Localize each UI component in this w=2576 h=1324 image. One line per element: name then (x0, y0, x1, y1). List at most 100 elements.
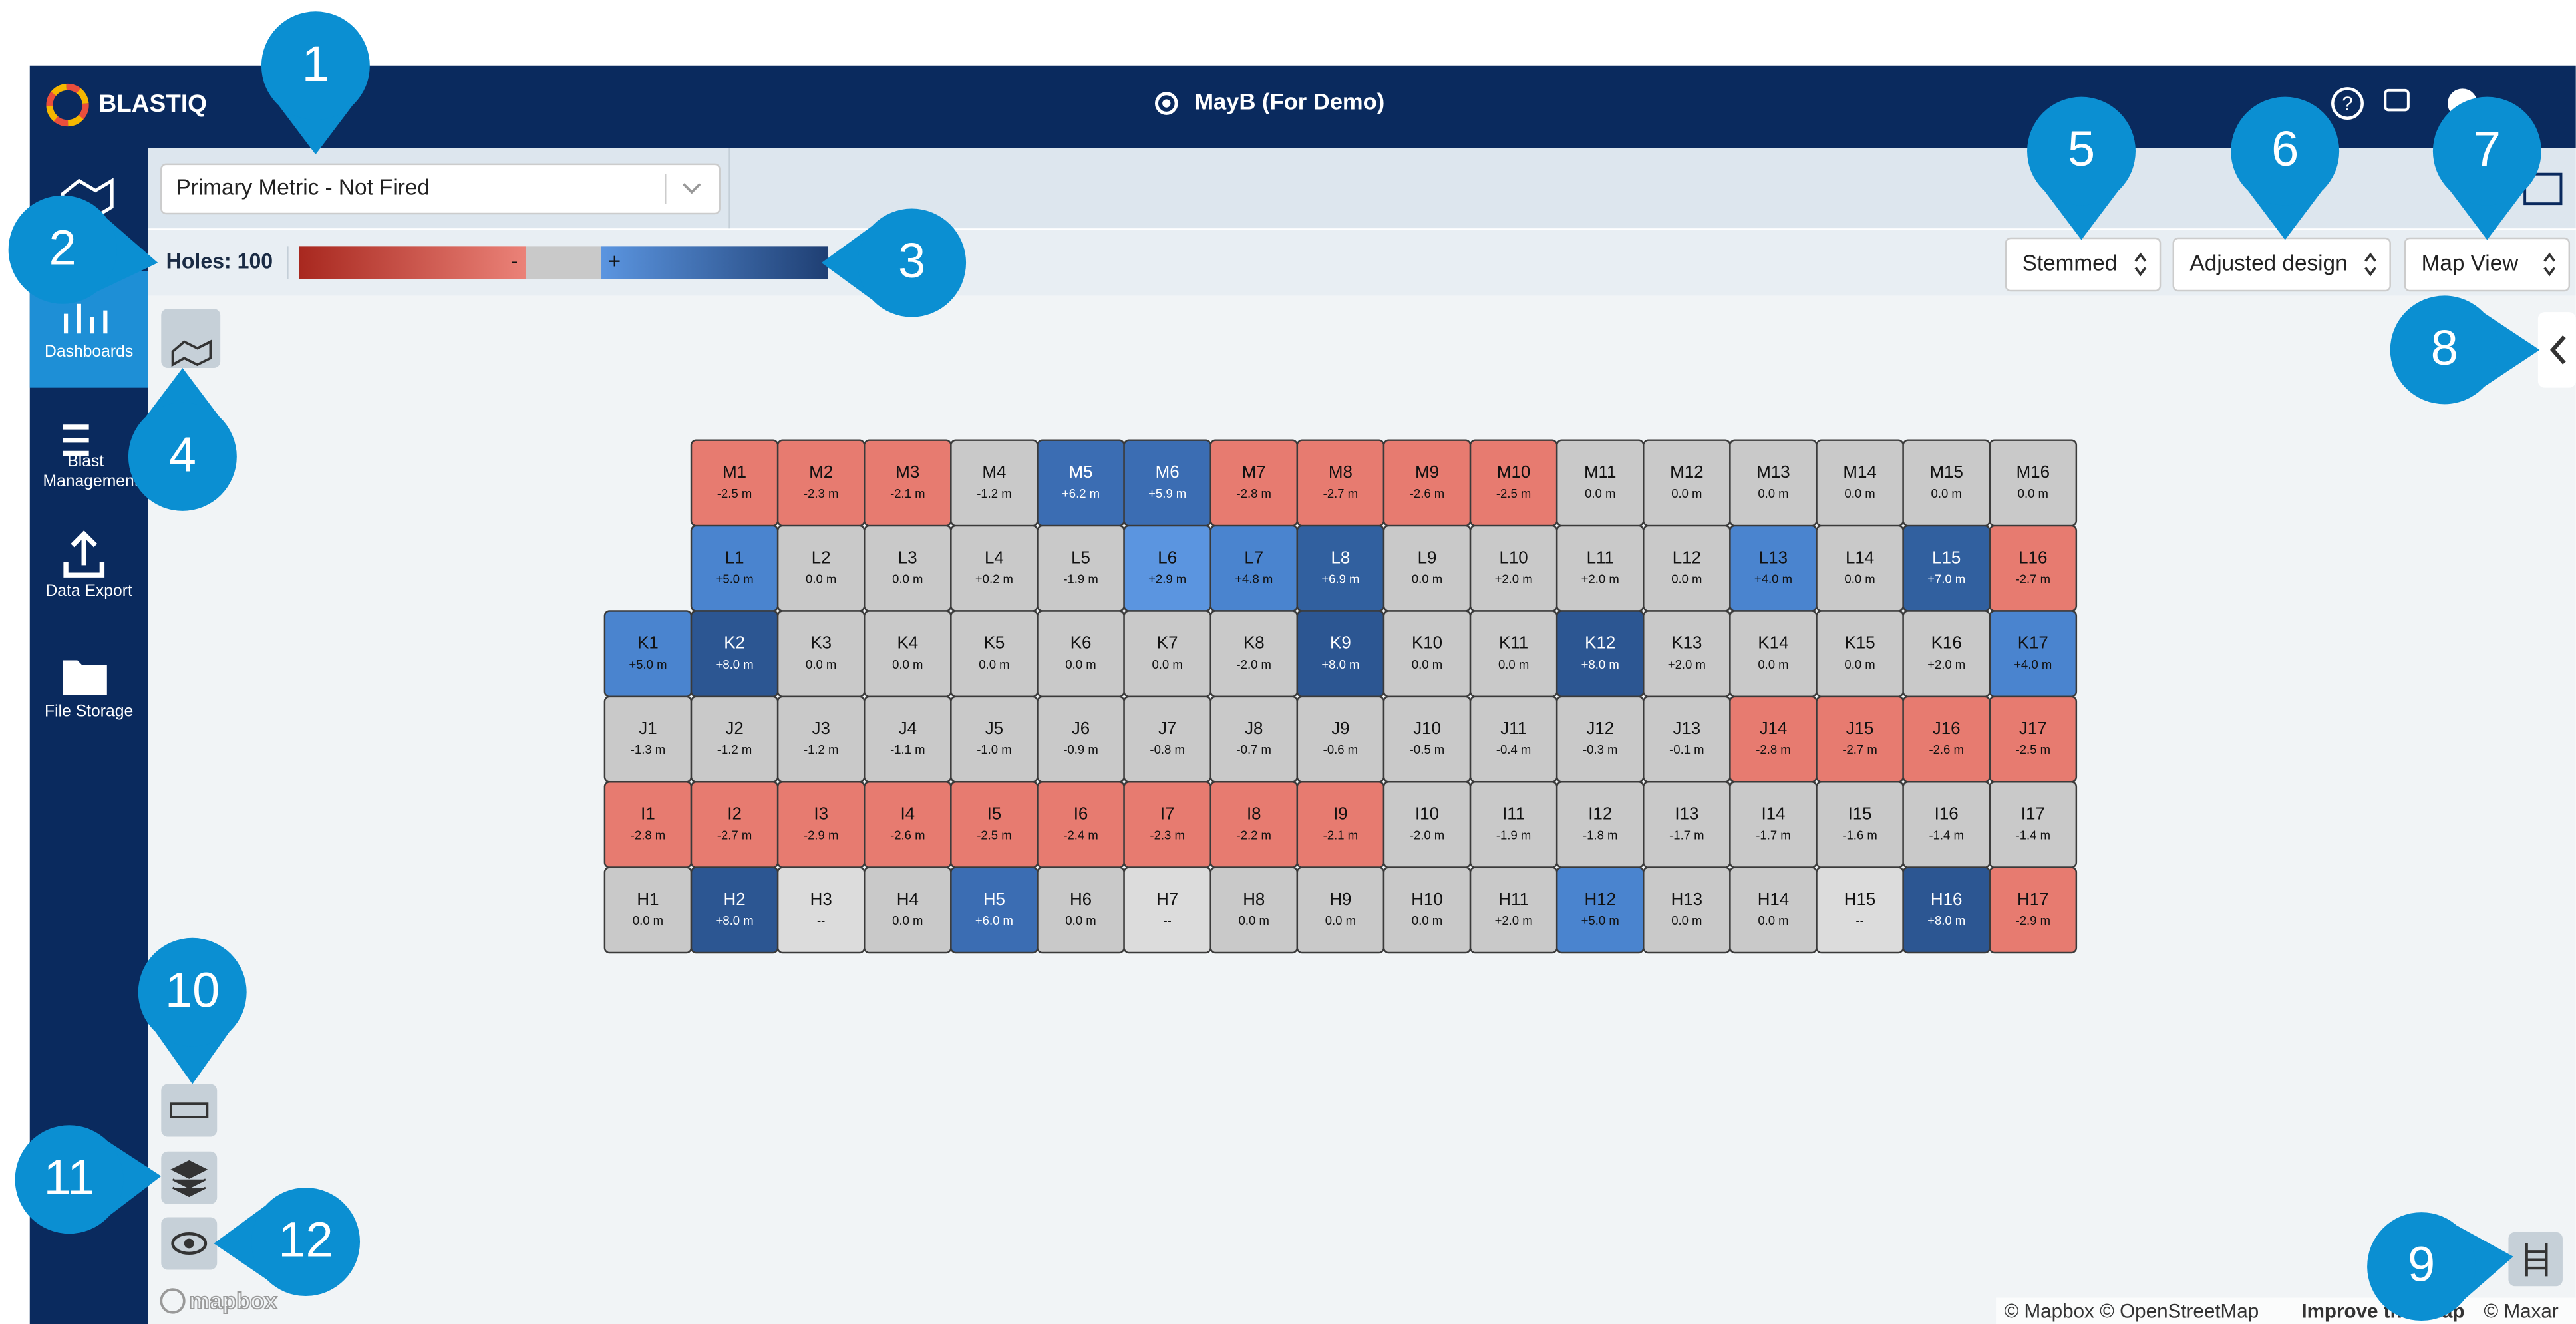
hole-cell[interactable] (776, 439, 866, 527)
hole-cell[interactable] (1729, 695, 1818, 783)
hole-cell[interactable] (776, 610, 866, 698)
hole-cell[interactable] (603, 866, 693, 954)
hole-cell[interactable] (603, 781, 693, 868)
hole-cell[interactable] (1037, 781, 1125, 868)
hole-cell[interactable] (1816, 781, 1904, 868)
hole-cell[interactable] (1643, 524, 1731, 612)
attribution[interactable]: © Mapbox © OpenStreetMap (2004, 1301, 2259, 1323)
hole-cell[interactable] (1555, 781, 1645, 868)
hole-cell[interactable] (1123, 866, 1211, 954)
hole-cell[interactable] (1816, 524, 1904, 612)
hole-cell[interactable] (1469, 866, 1558, 954)
hole-cell[interactable] (1382, 695, 1472, 783)
hole-cell[interactable] (1989, 866, 2078, 954)
hole-cell[interactable] (1989, 781, 2078, 868)
hole-cell[interactable] (1123, 781, 1211, 868)
hole-cell[interactable] (1382, 781, 1472, 868)
hole-cell[interactable] (1555, 439, 1645, 527)
hole-cell[interactable] (776, 866, 866, 954)
hole-cell[interactable] (690, 610, 779, 698)
hole-cell[interactable] (1989, 610, 2078, 698)
panel-toggle[interactable] (2537, 312, 2576, 388)
hole-cell[interactable] (1729, 610, 1818, 698)
hole-cell[interactable] (1469, 695, 1558, 783)
metric-select[interactable] (160, 163, 721, 215)
hole-cell[interactable] (1296, 695, 1385, 783)
hole-cell[interactable] (1643, 610, 1731, 698)
hole-cell[interactable] (1469, 781, 1558, 868)
hole-cell[interactable] (1555, 524, 1645, 612)
hole-cell[interactable] (950, 439, 1039, 527)
hole-cell[interactable] (1296, 439, 1385, 527)
hole-cell[interactable] (1209, 866, 1299, 954)
hole-cell[interactable] (1902, 610, 1991, 698)
sidebar-label[interactable]: Dashboards (45, 343, 134, 362)
hole-cell[interactable] (690, 439, 779, 527)
hole-cell[interactable] (1037, 439, 1125, 527)
hole-cell[interactable] (1123, 524, 1211, 612)
hole-cell[interactable] (1729, 781, 1818, 868)
hole-cell[interactable] (950, 781, 1039, 868)
hole-cell[interactable] (1902, 781, 1991, 868)
hole-cell[interactable] (1037, 524, 1125, 612)
hole-cell[interactable] (1729, 524, 1818, 612)
hole-cell[interactable] (1816, 439, 1904, 527)
hole-cell[interactable] (690, 781, 779, 868)
hole-cell[interactable] (1296, 610, 1385, 698)
hole-cell[interactable] (864, 866, 952, 954)
hole-cell[interactable] (1209, 524, 1299, 612)
hole-cell[interactable] (1555, 610, 1645, 698)
hole-cell[interactable] (776, 695, 866, 783)
hole-cell[interactable] (1902, 439, 1991, 527)
hole-cell[interactable] (1555, 866, 1645, 954)
hole-cell[interactable] (1643, 866, 1731, 954)
hole-cell[interactable] (1816, 610, 1904, 698)
hole-cell[interactable] (1729, 439, 1818, 527)
hole-cell[interactable] (1469, 524, 1558, 612)
sidebar-label[interactable]: File Storage (45, 703, 134, 721)
sidebar-label[interactable]: Blast Management (43, 453, 139, 492)
hole-cell[interactable] (1123, 610, 1211, 698)
attribution[interactable]: © Maxar (2484, 1301, 2558, 1323)
dropdown[interactable] (2005, 237, 2162, 292)
hole-cell[interactable] (1643, 695, 1731, 783)
hole-cell[interactable] (1209, 439, 1299, 527)
hole-cell[interactable] (1469, 439, 1558, 527)
sidebar-label[interactable]: Data Export (45, 583, 132, 601)
site-name[interactable]: MayB (For Demo) (1194, 90, 1384, 115)
hole-cell[interactable] (1643, 781, 1731, 868)
hole-cell[interactable] (950, 695, 1039, 783)
hole-cell[interactable] (1816, 866, 1904, 954)
hole-cell[interactable] (950, 866, 1039, 954)
hole-cell[interactable] (1643, 439, 1731, 527)
hole-cell[interactable] (1123, 439, 1211, 527)
map-style-button[interactable] (161, 309, 221, 369)
hole-cell[interactable] (1816, 695, 1904, 783)
help-icon[interactable] (2331, 87, 2364, 120)
hole-cell[interactable] (1382, 866, 1472, 954)
hole-cell[interactable] (690, 866, 779, 954)
hole-cell[interactable] (1209, 695, 1299, 783)
hole-cell[interactable] (1037, 866, 1125, 954)
hole-cell[interactable] (1382, 610, 1472, 698)
hole-cell[interactable] (1296, 866, 1385, 954)
hole-cell[interactable] (864, 695, 952, 783)
dropdown[interactable] (2172, 237, 2391, 292)
hole-cell[interactable] (1382, 524, 1472, 612)
hole-cell[interactable] (690, 524, 779, 612)
hole-cell[interactable] (1209, 781, 1299, 868)
hole-cell[interactable] (950, 610, 1039, 698)
hole-cell[interactable] (950, 524, 1039, 612)
hole-cell[interactable] (1555, 695, 1645, 783)
hole-cell[interactable] (1296, 524, 1385, 612)
hole-cell[interactable] (864, 439, 952, 527)
hole-cell[interactable] (603, 695, 693, 783)
hole-cell[interactable] (776, 524, 866, 612)
hole-cell[interactable] (1209, 610, 1299, 698)
hole-cell[interactable] (1989, 524, 2078, 612)
support-icon[interactable] (2384, 88, 2410, 112)
hole-cell[interactable] (1469, 610, 1558, 698)
hole-cell[interactable] (1037, 610, 1125, 698)
hole-cell[interactable] (1902, 524, 1991, 612)
hole-cell[interactable] (1037, 695, 1125, 783)
